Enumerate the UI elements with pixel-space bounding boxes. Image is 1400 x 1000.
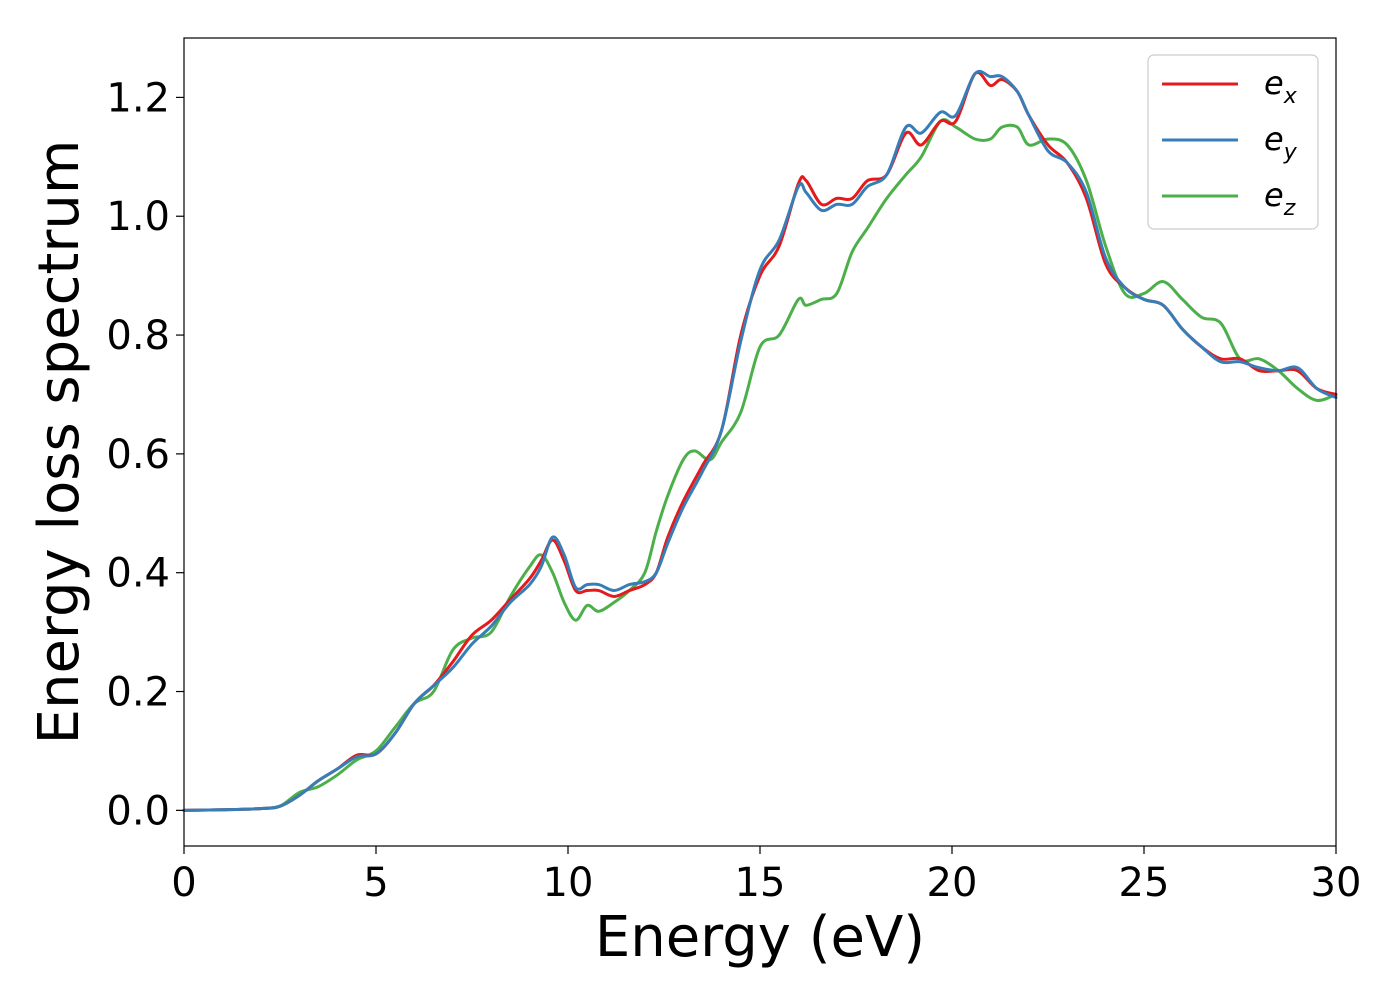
y-axis: 0.0 0.2 0.4 0.6 0.8 1.0 1.2 (106, 75, 184, 834)
x-axis: 0 5 10 15 20 25 30 (171, 846, 1361, 906)
legend-label-y: ey (1264, 120, 1298, 165)
x-tick-label: 0 (171, 860, 196, 906)
y-tick-label: 0.2 (106, 670, 170, 716)
legend: ex ey ez (1147, 54, 1319, 230)
series-line-y (182, 69, 1338, 812)
x-tick-label: 20 (927, 860, 978, 906)
y-axis-title: Energy loss spectrum (27, 140, 92, 745)
y-tick-label: 1.0 (106, 194, 170, 240)
series-layer (182, 69, 1338, 812)
plot-area (184, 38, 1336, 846)
legend-label-z: ez (1264, 176, 1296, 221)
x-tick-label: 10 (543, 860, 594, 906)
y-tick-label: 0.4 (106, 551, 170, 597)
y-tick-label: 0.8 (106, 313, 170, 359)
legend-box (1147, 54, 1319, 230)
y-tick-label: 0.6 (106, 432, 170, 478)
x-axis-title: Energy (eV) (595, 905, 925, 970)
legend-label-x: ex (1264, 64, 1298, 109)
x-tick-label: 5 (363, 860, 388, 906)
series-line-z (182, 118, 1338, 812)
x-tick-label: 25 (1119, 860, 1170, 906)
x-tick-label: 15 (735, 860, 786, 906)
y-tick-label: 1.2 (106, 75, 170, 121)
x-tick-label: 30 (1311, 860, 1362, 906)
y-tick-label: 0.0 (106, 788, 170, 834)
